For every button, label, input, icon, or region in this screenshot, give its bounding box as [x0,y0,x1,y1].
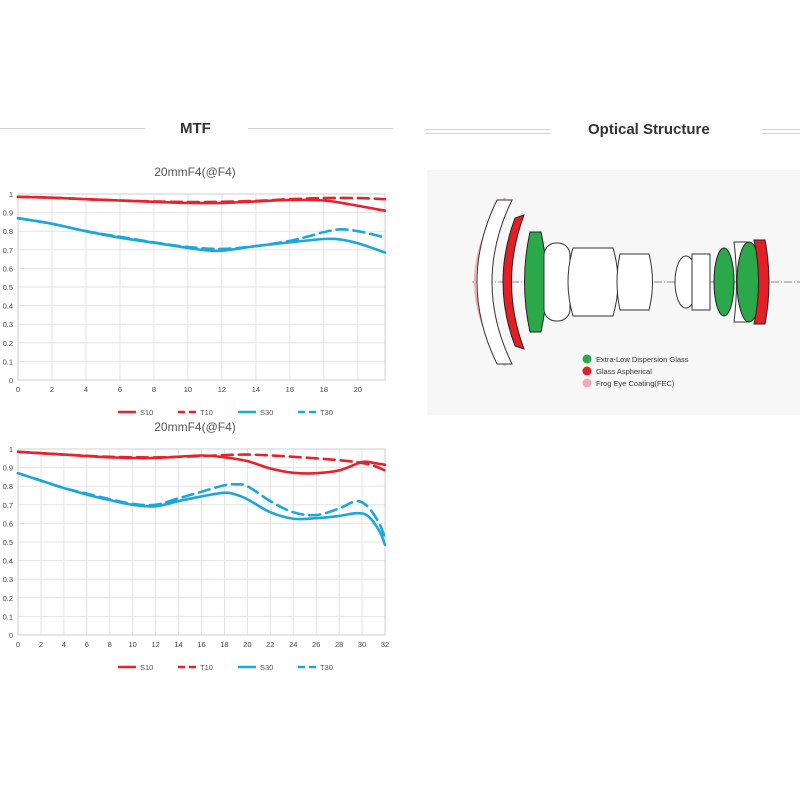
y-tick-label: 0.5 [3,538,13,547]
x-tick-label: 6 [85,640,89,649]
x-tick-label: 18 [320,385,328,394]
lens-element-6 [616,253,653,311]
series-line-t10 [16,195,387,204]
y-tick-label: 0.1 [3,612,13,621]
fec-legend-icon [582,378,592,388]
lens-element-8 [691,253,711,311]
x-tick-label: 2 [50,385,54,394]
y-tick-label: 1 [9,190,13,199]
y-tick-label: 0.3 [3,320,13,329]
lens-element-5 [567,247,619,317]
mtf-heading-rule-right [248,128,393,129]
chart-1-title: 20mmF4(@F4) [154,165,236,179]
x-tick-label: 32 [381,640,389,649]
optical-heading: Optical Structure [588,121,710,138]
ed-glass-legend-icon [582,354,592,364]
x-tick-label: 14 [174,640,182,649]
x-tick-label: 18 [220,640,228,649]
x-tick-label: 14 [252,385,260,394]
mtf-heading-rule-left [0,128,145,129]
lens-element-12-aspherical [753,239,770,325]
y-tick-label: 0.1 [3,357,13,366]
y-tick-label: 0 [9,376,13,385]
lens-element-9-ed [713,247,735,317]
x-tick-label: 22 [266,640,274,649]
chart-2-title: 20mmF4(@F4) [154,420,236,434]
y-tick-label: 0.4 [3,302,13,311]
aspherical-legend-icon [582,366,592,376]
optical-structure-panel: Extra-Low Dispersion Glass Glass Aspheri… [427,170,800,415]
x-tick-label: 10 [129,640,137,649]
x-tick-label: 10 [184,385,192,394]
plot-frame [17,193,386,381]
optical-heading-rule-left [425,129,550,134]
x-tick-label: 12 [151,640,159,649]
lens-element-2-aspherical [502,214,525,350]
ed-glass-legend-label: Extra-Low Dispersion Glass [596,355,689,364]
lens-element-4 [543,242,571,322]
legend-label-s10: S10 [140,663,153,672]
y-tick-label: 0 [9,631,13,640]
x-tick-label: 4 [84,385,88,394]
y-tick-label: 0.2 [3,594,13,603]
lens-element-1 [476,199,513,365]
x-tick-label: 2 [39,640,43,649]
x-tick-label: 0 [16,385,20,394]
y-tick-label: 0.5 [3,283,13,292]
legend-label-t30: T30 [320,663,333,672]
y-tick-label: 0.9 [3,209,13,218]
y-tick-label: 0.3 [3,575,13,584]
x-tick-label: 16 [197,640,205,649]
x-tick-label: 16 [286,385,294,394]
x-tick-label: 12 [218,385,226,394]
mtf-heading: MTF [180,120,211,137]
series-line-t30 [16,471,387,540]
x-tick-label: 6 [118,385,122,394]
x-tick-label: 20 [243,640,251,649]
legend-label-t30: T30 [320,408,333,417]
series-line-t10 [16,450,387,472]
aspherical-legend-label: Glass Aspherical [596,367,652,376]
lens-diagram: Extra-Low Dispersion Glass Glass Aspheri… [472,197,800,388]
x-tick-label: 4 [62,640,66,649]
fec-legend-label: Frog Eye Coating(FEC) [596,379,675,388]
x-tick-label: 20 [354,385,362,394]
optical-heading-rule-right [762,129,800,134]
mtf-chart-1: 00.10.20.30.40.50.60.70.80.910 2 4 6 8 10 12 14… [3,190,387,417]
y-tick-label: 0.6 [3,264,13,273]
x-tick-label: 0 [16,640,20,649]
y-tick-label: 0.9 [3,464,13,473]
legend-label-s30: S30 [260,408,273,417]
y-tick-label: 0.7 [3,501,13,510]
mtf-chart-2: 00.10.20.30.40.50.60.70.80.910 2 4 6 8 10 12 14… [3,445,390,672]
y-tick-label: 1 [9,445,13,454]
x-tick-label: 8 [152,385,156,394]
y-tick-label: 0.8 [3,482,13,491]
y-tick-label: 0.7 [3,246,13,255]
y-tick-label: 0.4 [3,557,13,566]
legend-label-t10: T10 [200,663,213,672]
series-line-t30 [16,216,387,251]
lens-element-3-ed [524,231,547,333]
y-tick-label: 0.2 [3,339,13,348]
legend-label-s10: S10 [140,408,153,417]
y-tick-label: 0.6 [3,519,13,528]
legend-label-s30: S30 [260,663,273,672]
x-tick-label: 24 [289,640,297,649]
x-tick-label: 26 [312,640,320,649]
x-tick-label: 30 [358,640,366,649]
x-tick-label: 28 [335,640,343,649]
legend-label-t10: T10 [200,408,213,417]
x-tick-label: 8 [108,640,112,649]
y-tick-label: 0.8 [3,227,13,236]
